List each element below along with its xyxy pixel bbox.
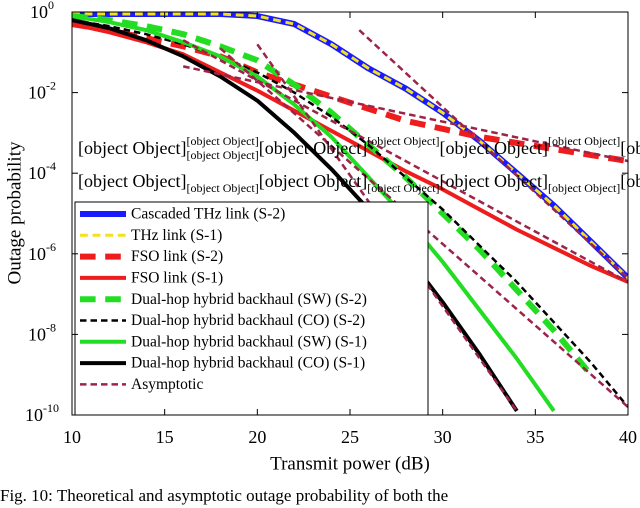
annotation-part: [object Object] [620,138,640,158]
annotations: [object Object][object Object] [object Ob… [78,134,640,195]
x-tick-label: 40 [619,427,637,447]
annotation-part: [object Object] [367,181,439,195]
x-tick-label: 10 [63,427,81,447]
legend-label: FSO link (S-2) [131,248,223,265]
y-tick-label: 100 [30,0,54,22]
y-axis-label: Outage probability [4,141,25,284]
x-axis-label: Transmit power (dB) [270,453,430,474]
annotation: [object Object][object Object][object Ob… [78,171,640,195]
y-tick-label: 10-2 [28,78,56,102]
legend-label: Dual-hop hybrid backhaul (CO) (S-1) [131,355,365,372]
y-tick-base: 10 [28,244,46,264]
legend: Cascaded THz link (S-2) THz link (S-1) FSO… [74,201,429,416]
legend-label: Cascaded THz link (S-2) [131,206,285,223]
annotation-part: [object Object] [620,171,640,191]
annotation-part: [object Object] [186,134,258,148]
y-tick-exponent: -4 [46,159,56,173]
x-tick-label: 35 [526,427,544,447]
annotation-part: [object Object] [548,134,620,148]
y-tick-exponent: 0 [48,0,54,12]
legend-label: Dual-hop hybrid backhaul (SW) (S-2) [131,291,367,308]
annotation-part: [object Object] [186,181,258,195]
legend-label: Asymptotic [131,376,203,393]
y-tick-label: 10-6 [28,240,56,264]
x-tick-label: 25 [341,427,359,447]
annotation-part: [object Object] [259,171,367,191]
legend-label: Dual-hop hybrid backhaul (CO) (S-2) [131,312,365,329]
legend-box [74,201,429,416]
asymptote-line [358,29,628,279]
annotation-part: [object Object] [186,148,258,162]
x-tick-label: 20 [248,427,266,447]
annotation-part: [object Object] [367,134,439,148]
asymptote-line [219,47,628,408]
y-tick-exponent: -6 [46,240,56,254]
annotation-part: [object Object] [78,171,186,191]
legend-label: Dual-hop hybrid backhaul (SW) (S-1) [131,333,367,350]
series-line [72,18,519,413]
y-tick-exponent: -8 [46,320,56,334]
annotation-part: [object Object] [78,138,186,158]
y-tick-base: 10 [28,163,46,183]
y-tick-exponent: -2 [46,78,56,92]
caption: Fig. 10: Theoretical and asymptotic outa… [0,486,448,505]
annotation-part: [object Object] [440,138,548,158]
x-tick-label: 15 [156,427,174,447]
annotation: [object Object][object Object][object Ob… [78,134,640,162]
annotation-part: [object Object] [259,138,367,158]
y-tick-base: 10 [25,405,43,425]
y-tick-label: 10-10 [25,401,59,425]
y-tick-base: 10 [30,2,48,22]
legend-label: FSO link (S-1) [131,269,223,286]
y-tick-label: 10-8 [28,320,56,344]
series-line [72,18,628,408]
annotation-part: [object Object] [440,171,548,191]
annotation-part: [object Object] [548,181,620,195]
asymptote-line [182,39,628,284]
x-tick-label: 30 [434,427,452,447]
legend-label: THz link (S-1) [131,227,222,244]
asymptote-line [182,65,628,163]
series-line [72,13,594,377]
y-tick-base: 10 [28,83,46,103]
y-tick-label: 10-4 [28,159,56,183]
y-tick-base: 10 [28,325,46,345]
y-tick-exponent: -10 [43,401,59,415]
